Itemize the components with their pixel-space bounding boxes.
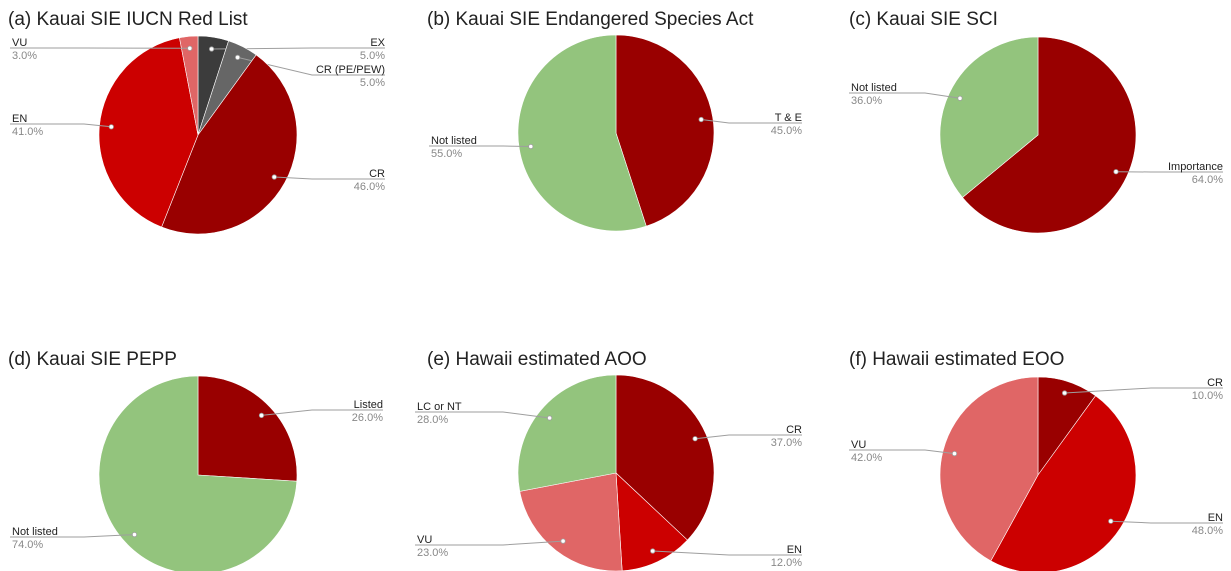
leader-dot	[1113, 169, 1119, 175]
leader-dot	[258, 412, 265, 418]
leader-dot	[131, 531, 138, 538]
leader-line	[1064, 387, 1223, 394]
leader-line	[849, 92, 961, 99]
leader-dot	[528, 143, 534, 150]
slice-percentage: 55.0%	[431, 148, 462, 160]
pie-slice-importance	[962, 36, 1137, 234]
slice-percentage: 64.0%	[1192, 174, 1223, 186]
leader-line	[695, 434, 802, 440]
slice-percentage: 23.0%	[417, 547, 448, 559]
pie-slice-vu	[939, 376, 1039, 562]
slice-label: CR	[1207, 377, 1223, 389]
pie-panel-2: (b) Kauai SIE Endangered Species Act T & …	[427, 9, 802, 232]
chart-title: (e) Hawaii estimated AOO	[427, 349, 647, 370]
slice-label: Importance	[1168, 161, 1223, 173]
leader-dot	[957, 95, 963, 101]
slice-label: T & E	[775, 112, 802, 124]
leader-line	[274, 176, 385, 180]
slice-label: EX	[370, 37, 385, 49]
leader-dot	[1108, 518, 1114, 524]
slice-label: VU	[12, 37, 27, 49]
slice-label: CR (PE/PEW)	[316, 64, 385, 76]
pie-slice-lc-or-nt	[517, 374, 617, 492]
slice-percentage: 28.0%	[417, 414, 448, 426]
slice-label: LC or NT	[417, 401, 462, 413]
slice-percentage: 36.0%	[851, 95, 882, 107]
leader-line	[701, 119, 802, 124]
leader-line	[429, 145, 531, 147]
slice-label: Not listed	[431, 135, 477, 147]
leader-line	[415, 411, 550, 419]
chart-title: (b) Kauai SIE Endangered Species Act	[427, 9, 754, 30]
slice-percentage: 46.0%	[354, 181, 385, 193]
leader-line	[652, 550, 802, 556]
slice-label: Not listed	[851, 82, 897, 94]
slice-percentage: 5.0%	[360, 77, 385, 89]
pie-slice-vu	[179, 35, 199, 136]
slice-percentage: 37.0%	[771, 437, 802, 449]
slice-label: VU	[851, 439, 866, 451]
leader-dot	[650, 548, 656, 554]
pie-slice-not-listed	[98, 375, 298, 571]
slice-percentage: 74.0%	[12, 539, 43, 551]
slice-label: CR	[786, 424, 802, 436]
pie-slice-cr	[161, 54, 298, 235]
leader-dot	[560, 538, 566, 544]
slice-percentage: 5.0%	[360, 50, 385, 62]
slice-percentage: 3.0%	[12, 50, 37, 62]
pie-slice-cr	[615, 374, 715, 541]
slice-percentage: 26.0%	[352, 412, 383, 424]
pie-slice-en	[990, 395, 1137, 571]
slice-label: EN	[1208, 512, 1223, 524]
slice-percentage: 10.0%	[1192, 390, 1223, 402]
leader-dot	[698, 116, 704, 123]
slice-label: Listed	[354, 399, 383, 411]
slice-percentage: 42.0%	[851, 452, 882, 464]
pie-slice-not-listed	[939, 36, 1039, 198]
leader-line	[10, 534, 135, 538]
slice-label: EN	[787, 544, 802, 556]
leader-line	[849, 449, 955, 455]
pie-slice-listed	[197, 375, 298, 482]
slice-label: EN	[12, 113, 27, 125]
slice-percentage: 12.0%	[771, 557, 802, 569]
slice-percentage: 48.0%	[1192, 525, 1223, 537]
leader-dot	[187, 45, 193, 51]
slice-percentage: 45.0%	[771, 125, 802, 137]
leader-dot	[235, 54, 241, 61]
leader-dot	[209, 46, 215, 52]
leader-line	[1110, 520, 1223, 524]
chart-title: (a) Kauai SIE IUCN Red List	[8, 9, 248, 30]
leader-line	[10, 123, 112, 128]
leader-line	[415, 540, 564, 546]
leader-dot	[692, 436, 698, 442]
leader-dot	[951, 450, 958, 457]
slice-percentage: 41.0%	[12, 126, 43, 138]
chart-title: (d) Kauai SIE PEPP	[8, 349, 177, 370]
slice-label: Not listed	[12, 526, 58, 538]
pie-slice-t-e	[615, 34, 715, 227]
leader-dot	[1062, 390, 1068, 396]
leader-dot	[271, 174, 277, 180]
pie-slice-not-listed	[517, 34, 647, 232]
slice-label: VU	[417, 534, 432, 546]
leader-line	[261, 409, 383, 416]
leader-dot	[546, 415, 553, 421]
chart-title: (f) Hawaii estimated EOO	[849, 349, 1064, 370]
slice-label: CR	[369, 168, 385, 180]
chart-title: (c) Kauai SIE SCI	[849, 9, 998, 30]
leader-dot	[108, 124, 114, 130]
